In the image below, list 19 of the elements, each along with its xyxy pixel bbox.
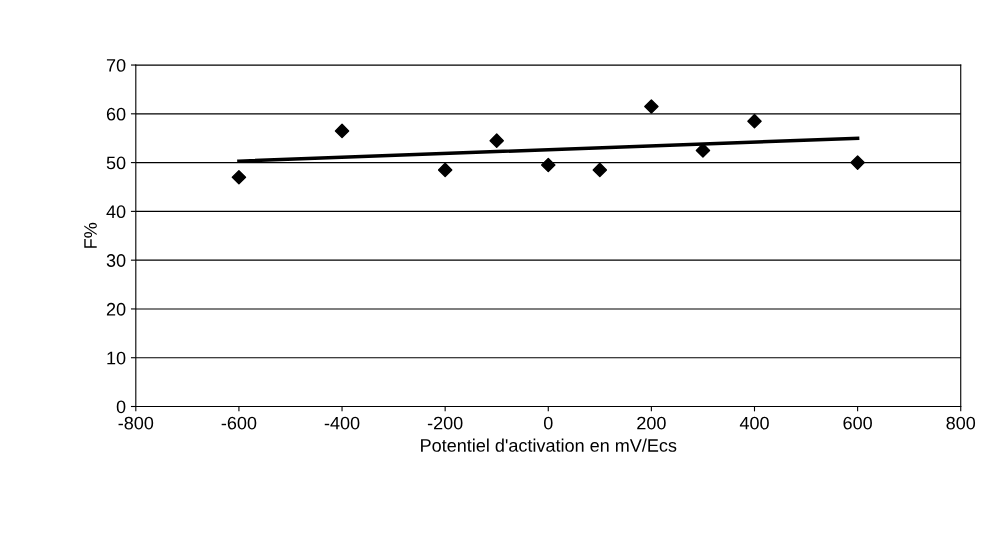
x-tick-label: -400 xyxy=(324,416,360,430)
y-tick-label: 10 xyxy=(107,351,126,365)
y-tick-label: 70 xyxy=(106,58,126,72)
y-tick-label: 50 xyxy=(106,156,126,170)
y-tick-label: 60 xyxy=(106,107,126,121)
y-tick-label: 40 xyxy=(106,205,126,219)
x-tick-label: -800 xyxy=(118,416,154,430)
y-tick-label: 20 xyxy=(106,302,126,316)
x-tick-label: 400 xyxy=(739,416,769,430)
y-tick-label: 30 xyxy=(106,254,126,267)
y-axis-title: F% xyxy=(84,222,97,248)
y-tick-label: 0 xyxy=(116,400,126,414)
x-tick-label: 600 xyxy=(843,416,872,430)
x-tick-label: 800 xyxy=(946,416,976,430)
x-tick-label: 0 xyxy=(543,416,553,430)
x-axis-title: Potentiel d'activation en mV/Ecs xyxy=(421,438,677,452)
x-tick-label: -600 xyxy=(221,416,257,430)
x-tick-label: 200 xyxy=(637,416,666,430)
x-tick-label: -200 xyxy=(427,416,463,430)
